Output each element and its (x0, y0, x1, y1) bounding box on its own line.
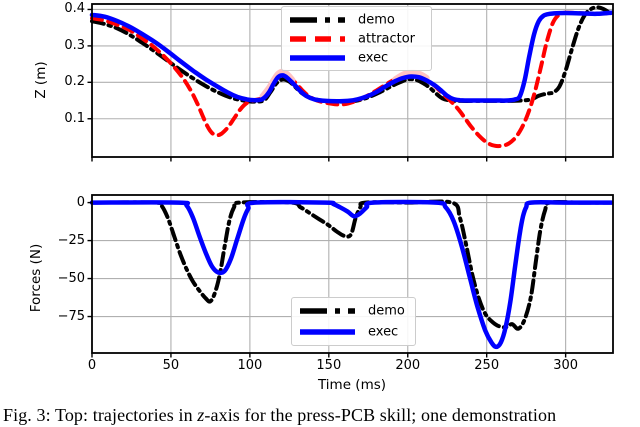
figure-caption: Fig. 3: Top: trajectories in z-axis for … (3, 405, 640, 426)
x-tick-label: 0 (87, 358, 97, 373)
y-tick-label: 0.2 (64, 74, 85, 90)
legend-top: demo attractor exec (281, 6, 432, 71)
series-exec (89, 10, 614, 104)
x-tick-label: 250 (474, 358, 500, 373)
x-tick-label: 200 (395, 358, 421, 373)
series-attractor-overlap-highlight-2 (392, 69, 430, 83)
series-exec (89, 199, 614, 350)
x-tick-label: 150 (316, 358, 342, 373)
series-attractor-overlap-highlight-1 (259, 68, 296, 100)
axes-spines (91, 194, 614, 354)
legend-label-exec: exec (358, 50, 389, 65)
legend-label-demo: demo (358, 12, 395, 27)
legend-bottom: demo exec (291, 297, 416, 346)
legend-label-demo: demo (368, 303, 405, 319)
y-axis-label-bottom: Forces (N) (28, 243, 44, 313)
y-tick-label: −25 (57, 232, 85, 248)
legend-sample-attractor (290, 35, 345, 42)
y-tick-label: 0.3 (64, 37, 85, 53)
y-tick-label: 0.1 (64, 110, 85, 126)
y-axis-label-top: Z (m) (33, 61, 49, 99)
legend-sample-exec (290, 54, 345, 61)
x-tick-label: 100 (237, 358, 263, 373)
caption-z-math: z (197, 405, 205, 425)
x-tick-label: 50 (162, 358, 180, 373)
caption-prefix: Fig. 3: Top: trajectories in (3, 405, 198, 425)
series-attractor (90, 10, 614, 149)
series-demo (90, 199, 614, 331)
legend-sample-demo (300, 308, 355, 314)
legend-label-attractor: attractor (358, 31, 416, 46)
axes-spines (91, 3, 614, 158)
y-tick-label: 0.4 (64, 1, 85, 17)
legend-sample-demo (290, 16, 345, 23)
legend-label-exec: exec (368, 324, 399, 340)
legend-sample-exec (300, 329, 355, 335)
caption-suffix: -axis for the press-PCB skill; one demon… (204, 405, 557, 425)
x-tick-label: 300 (553, 358, 579, 373)
y-tick-label: 0 (76, 194, 85, 210)
x-axis-label: Time (ms) (317, 377, 387, 393)
y-tick-label: −50 (57, 270, 85, 286)
y-tick-label: −75 (57, 308, 85, 324)
